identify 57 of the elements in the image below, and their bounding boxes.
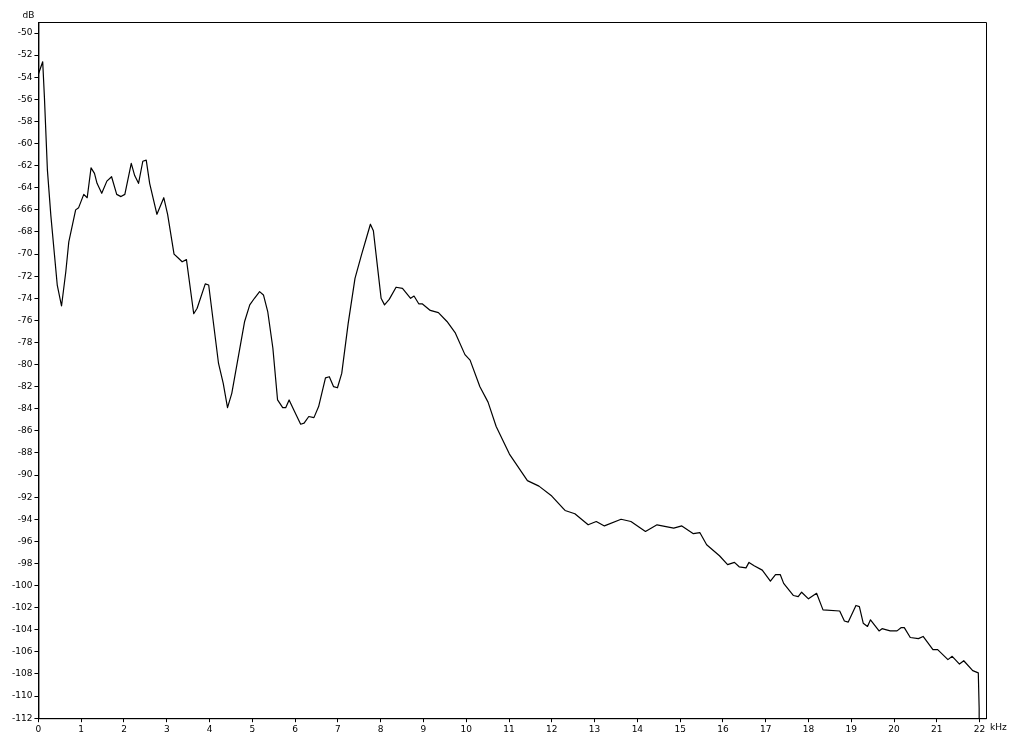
x-axis-title: kHz xyxy=(990,722,1007,733)
y-tick-label: -102 xyxy=(11,602,33,613)
x-tick-label: 8 xyxy=(377,723,384,734)
x-tick-label: 12 xyxy=(546,723,558,734)
x-tick-label: 16 xyxy=(717,723,729,734)
y-tick-label: -58 xyxy=(17,115,33,126)
y-tick-label: -94 xyxy=(17,513,33,524)
x-tick-label: 3 xyxy=(163,723,170,734)
x-tick-label: 17 xyxy=(759,723,772,734)
y-tick-label: -92 xyxy=(17,491,33,502)
y-tick-label: -112 xyxy=(11,712,33,723)
x-tick-label: 15 xyxy=(674,723,686,734)
y-tick-label: -90 xyxy=(17,469,33,480)
y-tick-label: -100 xyxy=(11,579,33,590)
x-tick-label: 20 xyxy=(888,723,901,734)
y-tick-label: -84 xyxy=(17,403,33,414)
x-tick-label: 19 xyxy=(845,723,858,734)
y-tick-label: -96 xyxy=(17,535,33,546)
x-tick-label: 22 xyxy=(973,723,986,734)
x-tick-label: 6 xyxy=(292,723,299,734)
y-tick-label: -88 xyxy=(17,447,33,458)
y-tick-label: -56 xyxy=(17,93,33,104)
y-tick-label: -76 xyxy=(17,314,33,325)
y-tick-label: -72 xyxy=(17,270,33,281)
y-tick-label: -110 xyxy=(11,690,33,701)
x-tick-label: 14 xyxy=(631,723,644,734)
x-tick-label: 4 xyxy=(206,723,213,734)
x-tick-label: 10 xyxy=(460,723,473,734)
y-tick-label: -80 xyxy=(17,358,33,369)
x-tick-label: 5 xyxy=(249,723,256,734)
x-tick-label: 1 xyxy=(78,723,85,734)
y-tick-label: -68 xyxy=(17,226,33,237)
y-tick-label: -82 xyxy=(17,381,33,392)
y-tick-label: -52 xyxy=(17,49,33,60)
x-tick-label: 21 xyxy=(931,723,943,734)
x-tick-label: 18 xyxy=(802,723,815,734)
y-tick-label: -66 xyxy=(17,204,33,215)
y-tick-label: -62 xyxy=(17,160,33,170)
x-tick-label: 9 xyxy=(420,723,427,734)
y-tick-label: -98 xyxy=(17,557,33,568)
x-tick-label: 7 xyxy=(335,723,341,734)
y-tick-label: -64 xyxy=(17,182,33,193)
y-tick-label: -108 xyxy=(11,668,33,679)
y-tick-label: -104 xyxy=(11,624,33,635)
x-tick-label: 13 xyxy=(588,723,601,734)
y-tick-label: -50 xyxy=(17,27,33,38)
y-tick-label: -54 xyxy=(17,71,33,82)
y-tick-label: -106 xyxy=(11,646,33,657)
y-tick-label: -60 xyxy=(17,137,33,148)
y-tick-label: -86 xyxy=(17,425,33,436)
y-tick-label: -78 xyxy=(17,336,33,347)
y-axis-title: dB xyxy=(22,9,35,20)
y-tick-label: -70 xyxy=(17,248,33,259)
x-tick-label: 2 xyxy=(121,723,127,734)
x-tick-label: 11 xyxy=(503,723,515,734)
x-tick-label: 0 xyxy=(35,723,42,734)
y-tick-label: -74 xyxy=(17,292,33,303)
